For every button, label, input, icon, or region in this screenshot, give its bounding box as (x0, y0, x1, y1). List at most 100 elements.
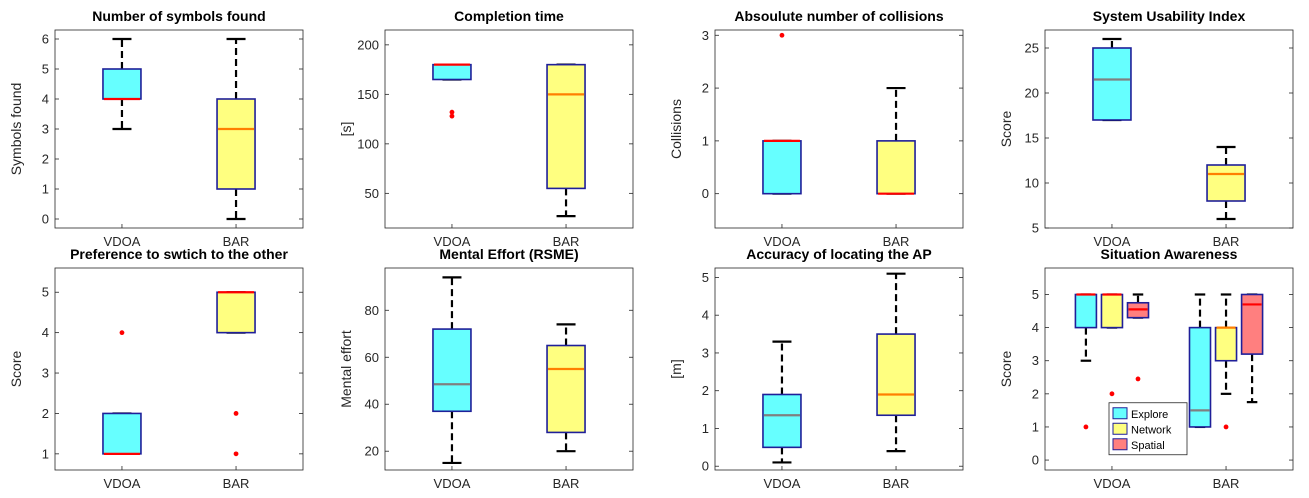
chart-panel-2: Completion time 50 100 150 200 [s] VDOA BAR (338, 8, 634, 249)
box-vdoa-explore (1092, 37, 1132, 122)
box-vdoa-explore (432, 63, 472, 119)
y-tick-label: 1 (42, 182, 49, 197)
chart-title: Situation Awareness (1101, 246, 1238, 262)
y-tick-label: 3 (42, 122, 49, 137)
box-vdoa-explore (762, 32, 802, 195)
y-tick-label: 100 (357, 136, 379, 151)
y-tick-label: 2 (1032, 386, 1039, 401)
chart-panel-3: Absoulute number of collisions 0 1 2 3 Collis… (668, 8, 964, 249)
box-body (546, 344, 586, 434)
y-tick-label: 60 (365, 350, 379, 365)
chart-panel-5: Preference to swtich to the other 1 2 3 4 5 Sc… (8, 246, 304, 491)
y-tick-label: 50 (365, 186, 379, 201)
box-body (216, 291, 256, 334)
y-tick-label: 2 (702, 81, 709, 96)
box-body (876, 333, 916, 417)
y-tick-label: 6 (42, 32, 49, 47)
chart-title: System Usability Index (1093, 8, 1246, 24)
x-tick-label: VDOA (764, 234, 801, 249)
y-tick-label: 40 (365, 397, 379, 412)
y-tick-label: 2 (42, 152, 49, 167)
y-tick-label: 25 (1025, 41, 1039, 56)
x-tick-label: BAR (1213, 234, 1240, 249)
x-tick-label: BAR (223, 476, 250, 491)
y-axis-label: Score (998, 351, 1014, 388)
y-tick-label: 5 (42, 62, 49, 77)
y-tick-label: 3 (1032, 353, 1039, 368)
axes-frame (54, 267, 304, 471)
x-tick-label: BAR (223, 234, 250, 249)
box-body (1074, 293, 1098, 329)
legend-label-network: Network (1131, 424, 1172, 436)
y-axis-label: Symbols found (8, 83, 24, 176)
outlier-point (779, 32, 785, 38)
legend: Explore Network Spatial (1108, 402, 1188, 456)
chart-title: Number of symbols found (92, 8, 265, 24)
y-tick-label: 2 (42, 406, 49, 421)
x-tick-label: BAR (1213, 476, 1240, 491)
box-body (102, 68, 142, 100)
box-bar-network (876, 86, 916, 195)
box-vdoa-explore (102, 37, 142, 131)
y-tick-label: 1 (1032, 419, 1039, 434)
box-vdoa-explore (762, 340, 802, 464)
y-tick-label: 5 (702, 270, 709, 285)
x-tick-label: VDOA (764, 476, 801, 491)
box-bar-network (876, 272, 916, 453)
chart-title: Absoulute number of collisions (734, 8, 943, 24)
box-body (1100, 293, 1124, 329)
box-body (1188, 326, 1212, 428)
chart-title: Accuracy of locating the AP (746, 246, 931, 262)
axes-frame (714, 267, 964, 471)
y-axis-label: Score (8, 351, 24, 388)
x-tick-label: VDOA (104, 476, 141, 491)
legend-swatch-network (1112, 422, 1128, 435)
box-body (1214, 326, 1238, 362)
box-vdoa-spatial (1126, 293, 1150, 382)
box-bar-network (546, 323, 586, 453)
y-axis-label: [s] (338, 122, 354, 137)
chart-title: Preference to swtich to the other (70, 246, 288, 262)
box-body (1240, 293, 1264, 355)
y-tick-label: 3 (702, 28, 709, 43)
chart-title: Mental Effort (RSME) (439, 246, 578, 262)
box-body (1206, 164, 1246, 202)
chart-panel-8: Situation Awareness 0 1 2 3 4 5 Score VDOA BAR Exp… (998, 246, 1294, 491)
x-tick-label: VDOA (1094, 476, 1131, 491)
box-bar-spatial (1240, 293, 1264, 404)
outlier-point (233, 451, 239, 457)
x-tick-label: VDOA (434, 476, 471, 491)
box-body (762, 393, 802, 449)
outlier-point (1109, 391, 1115, 397)
y-tick-label: 200 (357, 37, 379, 52)
y-tick-label: 10 (1025, 176, 1039, 191)
y-tick-label: 3 (42, 366, 49, 381)
box-body (216, 98, 256, 190)
y-tick-label: 15 (1025, 131, 1039, 146)
y-tick-label: 5 (1032, 221, 1039, 236)
y-tick-label: 1 (702, 133, 709, 148)
axes-frame (714, 29, 964, 229)
box-bar-network (546, 63, 586, 218)
box-body (102, 412, 142, 455)
y-tick-label: 20 (365, 444, 379, 459)
axes-frame (384, 267, 634, 471)
box-vdoa-explore (102, 330, 142, 455)
y-tick-label: 1 (42, 446, 49, 461)
y-tick-label: 5 (1032, 287, 1039, 302)
y-tick-label: 0 (702, 186, 709, 201)
y-axis-label: Mental effort (338, 330, 354, 408)
chart-panel-6: Mental Effort (RSME) 20 40 60 80 Mental effor… (338, 246, 634, 491)
y-axis-label: Score (998, 111, 1014, 148)
box-body (546, 63, 586, 190)
outlier-point (449, 113, 455, 119)
chart-panel-4: System Usability Index 5 10 15 20 25 Score VDOA… (998, 8, 1294, 249)
x-tick-label: VDOA (1094, 234, 1131, 249)
outlier-point (449, 109, 455, 115)
y-tick-label: 20 (1025, 86, 1039, 101)
box-body (1092, 47, 1132, 121)
y-tick-label: 3 (702, 345, 709, 360)
y-tick-label: 4 (702, 308, 709, 323)
outlier-point (119, 330, 125, 336)
